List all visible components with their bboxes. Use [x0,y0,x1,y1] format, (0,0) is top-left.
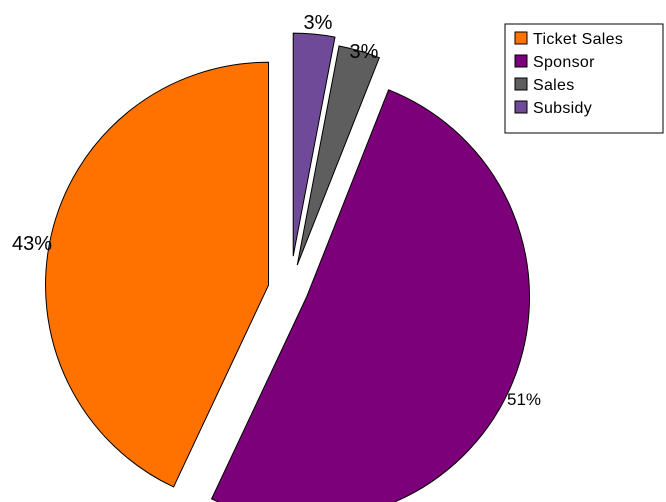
percent-label-sales: 3% [350,41,379,63]
legend-label-sponsor: Sponsor [533,54,595,71]
pie-slice-sales [296,45,380,266]
percent-labels: 43% 51% 3% 3% [12,12,541,409]
pie-slices [45,32,530,502]
legend-frame [504,23,664,134]
legend-label-sales: Sales [533,77,575,94]
percent-label-sponsor: 51% [507,390,541,409]
pie-slice-subsidy [292,32,336,257]
pie-slice-ticket-sales [45,61,270,488]
legend-swatch-sponsor [514,54,528,68]
legend-swatch-subsidy [514,100,528,114]
legend-swatch-sales [514,77,528,91]
pie-slice-sponsor [210,89,530,502]
legend-label-subsidy: Subsidy [533,100,592,117]
legend-swatch-ticket-sales [514,31,528,45]
percent-label-subsidy: 3% [304,12,333,34]
percent-label-ticket-sales: 43% [12,233,52,255]
legend: Ticket Sales Sponsor Sales Subsidy [504,23,664,134]
legend-label-ticket-sales: Ticket Sales [533,31,623,48]
